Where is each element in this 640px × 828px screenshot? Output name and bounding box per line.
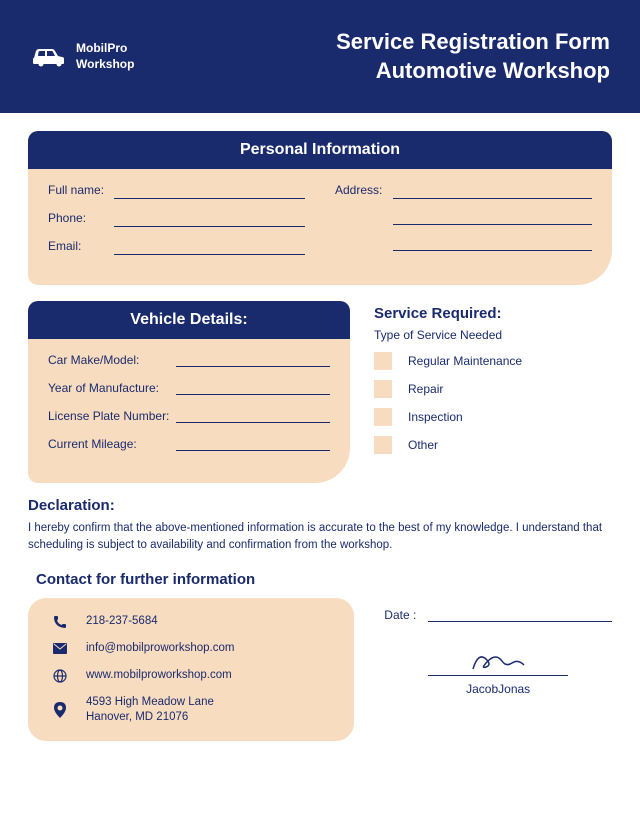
vehicle-section: Vehicle Details: Car Make/Model: Year of…	[28, 301, 350, 483]
checkbox-repair[interactable]	[374, 380, 392, 398]
service-title: Service Required:	[374, 305, 612, 322]
contact-phone: 218-237-5684	[86, 614, 158, 629]
title-line2: Automotive Workshop	[336, 57, 610, 86]
signature-line[interactable]	[428, 646, 568, 676]
address-input-2[interactable]	[393, 211, 592, 225]
year-label: Year of Manufacture:	[48, 381, 176, 395]
car-icon	[30, 44, 66, 70]
phone-icon	[52, 614, 68, 630]
service-section: Service Required: Type of Service Needed…	[374, 301, 612, 483]
header: MobilPro Workshop Service Registration F…	[0, 0, 640, 113]
make-input[interactable]	[176, 353, 330, 367]
opt-repair: Repair	[408, 382, 443, 396]
contact-title: Contact for further information	[36, 571, 612, 588]
fullname-label: Full name:	[48, 183, 106, 199]
address-input-3[interactable]	[393, 237, 592, 251]
email-input[interactable]	[114, 241, 305, 255]
location-icon	[52, 702, 68, 718]
vehicle-header: Vehicle Details:	[28, 301, 350, 339]
address-label: Address:	[335, 183, 385, 199]
year-input[interactable]	[176, 381, 330, 395]
date-input[interactable]	[428, 608, 612, 622]
date-label: Date :	[384, 608, 416, 622]
personal-section: Personal Information Full name: Phone: E…	[28, 131, 612, 285]
phone-input[interactable]	[114, 213, 305, 227]
contact-email: info@mobilproworkshop.com	[86, 641, 234, 656]
logo-area: MobilPro Workshop	[30, 41, 134, 72]
checkbox-other[interactable]	[374, 436, 392, 454]
fullname-input[interactable]	[114, 185, 305, 199]
declaration-section: Declaration: I hereby confirm that the a…	[28, 497, 612, 555]
logo-text: MobilPro Workshop	[76, 41, 134, 72]
globe-icon	[52, 668, 68, 684]
mileage-label: Current Mileage:	[48, 437, 176, 451]
signature-name: JacobJonas	[384, 682, 612, 696]
contact-web: www.mobilproworkshop.com	[86, 668, 232, 683]
opt-inspection: Inspection	[408, 410, 463, 424]
personal-header: Personal Information	[28, 131, 612, 169]
plate-label: License Plate Number:	[48, 409, 176, 423]
phone-label: Phone:	[48, 211, 106, 227]
declaration-title: Declaration:	[28, 497, 612, 514]
declaration-text: I hereby confirm that the above-mentione…	[28, 520, 612, 555]
address-input-1[interactable]	[393, 185, 592, 199]
email-label: Email:	[48, 239, 106, 255]
page-title: Service Registration Form Automotive Wor…	[336, 28, 610, 85]
make-label: Car Make/Model:	[48, 353, 176, 367]
plate-input[interactable]	[176, 409, 330, 423]
contact-address: 4593 High Meadow LaneHanover, MD 21076	[86, 695, 214, 725]
mileage-input[interactable]	[176, 437, 330, 451]
signature-area: Date : JacobJonas	[384, 598, 612, 741]
checkbox-maintenance[interactable]	[374, 352, 392, 370]
logo-line2: Workshop	[76, 57, 134, 73]
logo-line1: MobilPro	[76, 41, 134, 57]
email-icon	[52, 641, 68, 657]
contact-box: 218-237-5684 info@mobilproworkshop.com w…	[28, 598, 354, 741]
checkbox-inspection[interactable]	[374, 408, 392, 426]
signature-icon	[468, 647, 528, 673]
opt-maintenance: Regular Maintenance	[408, 354, 522, 368]
title-line1: Service Registration Form	[336, 28, 610, 57]
service-subtitle: Type of Service Needed	[374, 328, 612, 342]
opt-other: Other	[408, 438, 438, 452]
